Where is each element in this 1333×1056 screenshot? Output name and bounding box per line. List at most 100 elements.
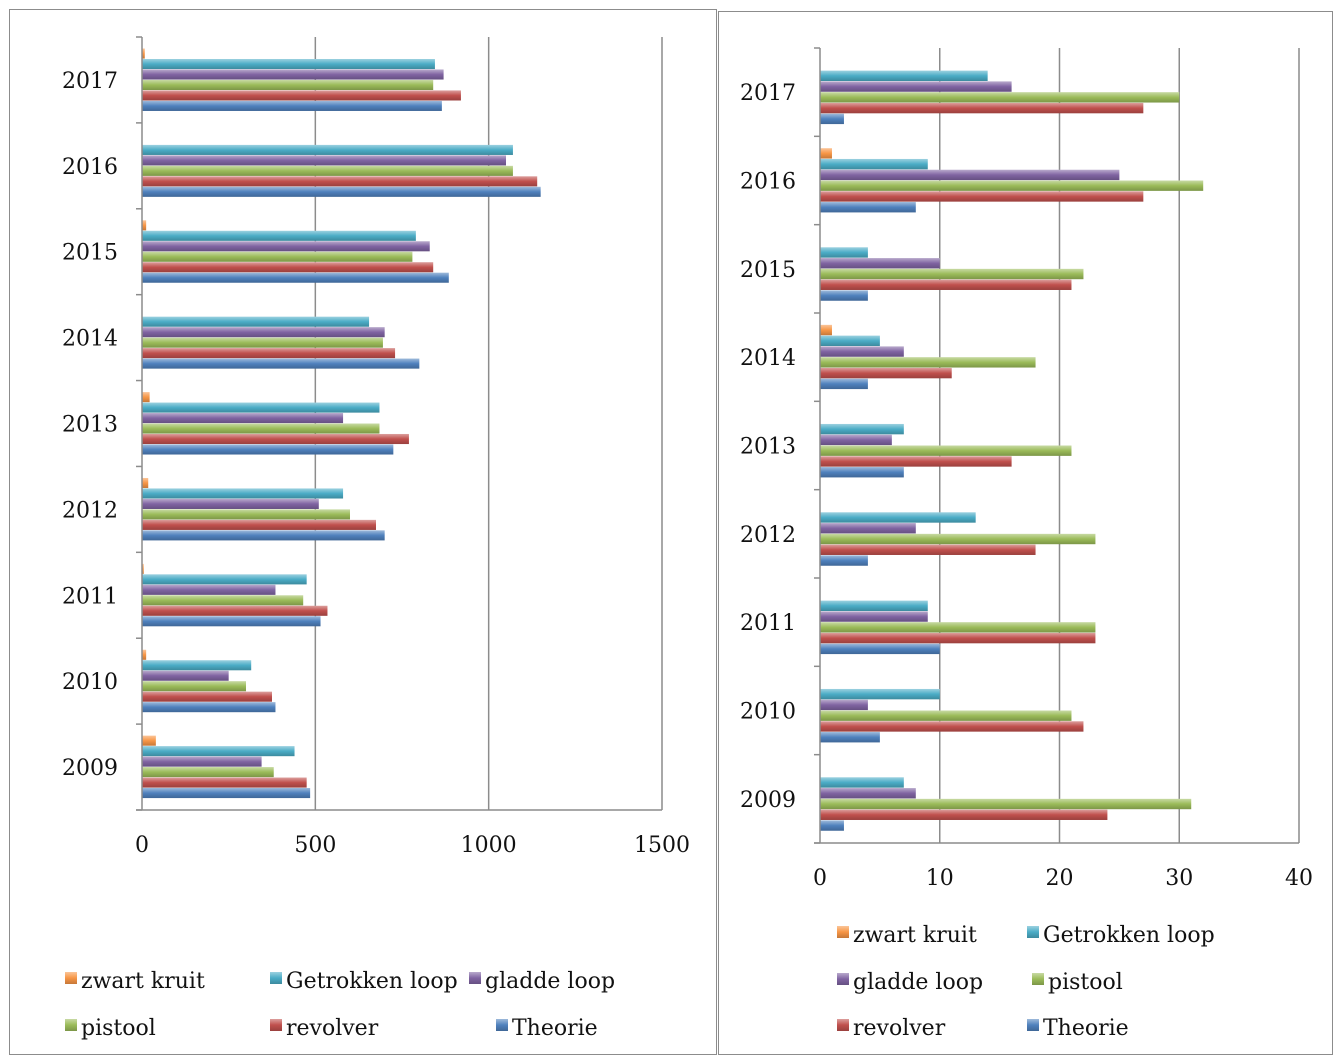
bar-pistool-2016 (142, 165, 513, 176)
bar-theorie-2015 (142, 272, 449, 283)
bar-theorie-2009 (142, 788, 311, 799)
legend-label-gladde-loop: gladde loop (485, 969, 615, 994)
bar-getrokken-loop-2010 (820, 688, 940, 700)
legend-swatch-gladde-loop (837, 973, 849, 985)
bar-theorie-2016 (820, 202, 916, 213)
bar-getrokken-loop-2010 (142, 660, 252, 671)
bar-theorie-2014 (142, 358, 420, 369)
legend-label-zwart-kruit: zwart kruit (81, 969, 205, 994)
bar-getrokken-loop-2017 (820, 70, 988, 81)
y-tick-label: 2011 (740, 611, 796, 636)
legend-swatch-zwart-kruit (837, 926, 849, 938)
bar-gladde-loop-2012 (820, 523, 916, 534)
legend-swatch-pistool (1032, 973, 1044, 985)
bar-theorie-2017 (820, 113, 844, 125)
legend-label-theorie: Theorie (1043, 1016, 1129, 1041)
bar-getrokken-loop-2017 (142, 58, 435, 70)
bar-theorie-2011 (142, 616, 321, 627)
bar-zwart-kruit-2015 (142, 220, 147, 231)
bar-gladde-loop-2009 (820, 788, 916, 799)
bar-theorie-2012 (820, 555, 868, 566)
bar-pistool-2015 (142, 251, 413, 262)
legend-label-theorie: Theorie (512, 1016, 598, 1041)
bar-theorie-2012 (142, 530, 385, 541)
bar-pistool-2017 (142, 79, 434, 91)
bar-revolver-2015 (820, 279, 1072, 290)
bar-pistool-2009 (142, 767, 274, 778)
y-tick-label: 2011 (62, 584, 118, 609)
bar-gladde-loop-2011 (142, 584, 276, 595)
bar-getrokken-loop-2015 (142, 230, 416, 241)
bar-getrokken-loop-2013 (142, 402, 380, 413)
y-tick-label: 2010 (62, 670, 118, 695)
y-tick-label: 2015 (740, 258, 796, 283)
legend-label-zwart-kruit: zwart kruit (853, 923, 977, 948)
bar-revolver-2016 (820, 191, 1144, 202)
y-tick-label: 2012 (740, 523, 796, 548)
bar-pistool-2013 (820, 445, 1072, 456)
bar-zwart-kruit-2009 (142, 735, 156, 746)
y-tick-label: 2017 (740, 81, 796, 106)
legend-label-revolver: revolver (286, 1016, 379, 1041)
legend-label-getrokken-loop: Getrokken loop (286, 969, 458, 994)
legend-label-pistool: pistool (81, 1016, 156, 1041)
legend-swatch-zwart-kruit (65, 972, 77, 984)
bar-revolver-2009 (820, 809, 1108, 820)
bar-gladde-loop-2011 (820, 611, 928, 622)
bar-gladde-loop-2010 (142, 670, 229, 681)
bar-gladde-loop-2015 (820, 258, 940, 269)
y-tick-label: 2014 (62, 327, 118, 352)
bar-pistool-2014 (142, 337, 383, 348)
legend-swatch-getrokken-loop (270, 972, 282, 984)
bar-zwart-kruit-2016 (820, 148, 832, 159)
x-tick-label: 40 (1285, 866, 1313, 891)
bar-pistool-2010 (142, 681, 246, 692)
legend-swatch-theorie (496, 1019, 508, 1031)
chart-left: 2009 2010 2011 2012 2013 2014 2015 2016 2017 0 500… (62, 36, 690, 1041)
bar-gladde-loop-2017 (820, 81, 1012, 92)
bar-revolver-2014 (820, 367, 952, 379)
y-tick-label: 2009 (62, 756, 118, 781)
bar-getrokken-loop-2009 (142, 746, 295, 757)
bar-zwart-kruit-2010 (142, 649, 147, 660)
bar-getrokken-loop-2014 (820, 335, 880, 346)
bar-revolver-2010 (142, 691, 272, 702)
bar-getrokken-loop-2013 (820, 423, 904, 435)
bar-pistool-2012 (820, 533, 1096, 545)
legend-label-gladde-loop: gladde loop (853, 970, 983, 995)
y-tick-label: 2010 (740, 700, 796, 725)
x-tick-label: 1000 (461, 833, 517, 858)
y-tick-label: 2016 (62, 155, 118, 180)
y-tick-label: 2016 (740, 170, 796, 195)
bar-revolver-2014 (142, 348, 396, 359)
legend-swatch-pistool (65, 1019, 77, 1031)
bar-revolver-2012 (142, 519, 376, 530)
legend-swatch-getrokken-loop (1027, 926, 1039, 938)
y-tick-label: 2009 (740, 788, 796, 813)
bar-gladde-loop-2017 (142, 69, 444, 80)
bar-pistool-2009 (820, 798, 1192, 810)
bar-getrokken-loop-2016 (820, 158, 928, 170)
bar-gladde-loop-2015 (142, 241, 430, 252)
bar-theorie-2010 (142, 702, 276, 713)
bar-getrokken-loop-2011 (142, 574, 307, 585)
bar-revolver-2010 (820, 721, 1084, 732)
bar-getrokken-loop-2011 (820, 600, 928, 611)
bar-zwart-kruit-2014 (820, 324, 832, 336)
bar-theorie-2016 (142, 186, 541, 197)
legend-swatch-gladde-loop (469, 972, 481, 984)
bar-getrokken-loop-2012 (142, 488, 344, 499)
bar-getrokken-loop-2016 (142, 144, 513, 155)
y-tick-label: 2015 (62, 241, 118, 266)
bar-pistool-2012 (142, 509, 350, 520)
y-tick-label: 2013 (740, 435, 796, 460)
bar-revolver-2011 (820, 632, 1096, 644)
bar-gladde-loop-2016 (820, 169, 1120, 181)
bar-getrokken-loop-2012 (820, 512, 976, 523)
bar-getrokken-loop-2015 (820, 247, 868, 258)
legend-swatch-revolver (837, 1019, 849, 1031)
chart-right: 2009 2010 2011 2012 2013 2014 2015 2016 2017 0 10 2… (740, 47, 1313, 1041)
bar-theorie-2011 (820, 643, 940, 655)
bar-getrokken-loop-2014 (142, 316, 370, 327)
x-tick-label: 20 (1046, 866, 1074, 891)
